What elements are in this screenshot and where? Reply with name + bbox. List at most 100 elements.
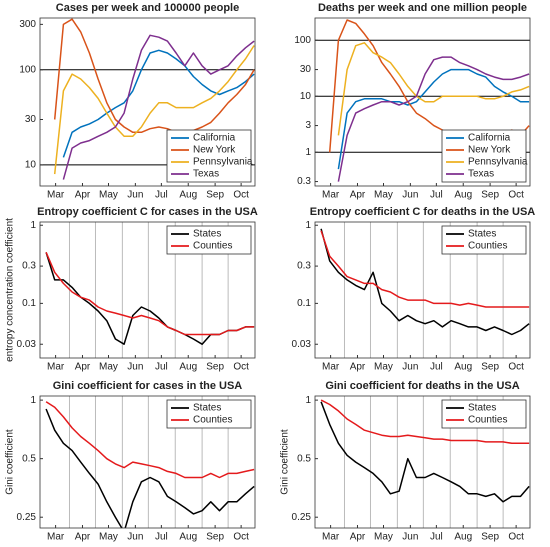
plot-lines (53, 18, 255, 180)
x-tick-label: Jun (402, 190, 418, 201)
legend-label: Counties (193, 241, 232, 252)
series-line (337, 56, 530, 182)
y-axis-label: Gini coefficient (5, 429, 16, 495)
chart-title: Entropy coefficient C for cases in the U… (37, 206, 258, 218)
x-tick-label: Aug (179, 532, 197, 543)
y-tick-label: 0.1 (297, 298, 311, 309)
plot-frame (39, 395, 256, 529)
series-line (320, 401, 530, 503)
x-tick-label: Aug (454, 532, 472, 543)
chart-panel: Gini coefficient for cases in the USA 0.2… (5, 380, 256, 543)
x-tick-label: May (99, 362, 118, 373)
y-tick-label: 3 (305, 120, 311, 131)
x-tick-label: Oct (233, 190, 249, 201)
x-tick-label: Oct (233, 532, 249, 543)
x-tick-label: Sep (206, 362, 224, 373)
y-tick-label: 0.3 (297, 261, 311, 272)
x-tick-label: Jul (430, 532, 443, 543)
y-tick-label: 0.1 (22, 298, 36, 309)
x-tick-label: May (99, 532, 118, 543)
x-tick-label: Sep (206, 532, 224, 543)
y-tick-label: 1 (30, 395, 36, 406)
legend-label: New York (193, 145, 236, 156)
y-tick-label: 1 (305, 395, 311, 406)
y-tick-label: 300 (19, 19, 36, 30)
series-line (320, 230, 530, 308)
legend-box (441, 399, 527, 429)
y-tick-label: 0.3 (297, 176, 311, 187)
chart-panel: Entropy coefficient C for cases in the U… (5, 206, 258, 373)
legend-label: States (468, 403, 496, 414)
chart-panel: Deaths per week and one million people 0.… (294, 2, 531, 201)
plot-lines (320, 228, 530, 336)
chart-panel: Entropy coefficient C for deaths in the … (292, 206, 536, 373)
y-tick-label: 30 (300, 64, 312, 75)
x-tick-label: Mar (47, 532, 65, 543)
plot-frame (314, 17, 531, 187)
x-tick-label: Mar (322, 532, 340, 543)
x-tick-label: Jul (155, 190, 168, 201)
legend-label: Counties (193, 415, 232, 426)
series-line (45, 252, 255, 336)
x-tick-label: Aug (454, 190, 472, 201)
x-tick-label: Oct (233, 362, 249, 373)
x-tick-label: Sep (206, 190, 224, 201)
series-line (53, 18, 255, 134)
y-tick-label: 1 (305, 147, 311, 158)
plot-frame (314, 395, 531, 529)
y-tick-label: 1 (305, 220, 311, 231)
x-tick-label: Oct (508, 190, 524, 201)
series-line (45, 401, 255, 479)
legend-label: California (468, 133, 511, 144)
x-tick-label: May (374, 532, 393, 543)
legend-box (166, 399, 252, 429)
chart-panel: Gini coefficient for deaths in the USA 0.… (280, 380, 531, 543)
x-tick-label: Aug (179, 190, 197, 201)
x-tick-label: Sep (481, 532, 499, 543)
x-tick-label: Mar (47, 362, 65, 373)
plot-frame (314, 221, 531, 359)
x-tick-label: Mar (322, 190, 340, 201)
y-tick-label: 10 (25, 160, 37, 171)
y-tick-label: 100 (19, 64, 36, 75)
legend-label: States (193, 403, 221, 414)
y-tick-label: 10 (300, 91, 312, 102)
x-tick-label: May (99, 190, 118, 201)
x-tick-label: Aug (454, 362, 472, 373)
legend-label: Counties (468, 415, 507, 426)
x-tick-label: Jun (402, 532, 418, 543)
x-tick-label: Jun (402, 362, 418, 373)
plot-frame (39, 17, 256, 187)
series-line (320, 399, 530, 445)
x-tick-label: Jul (430, 362, 443, 373)
y-tick-label: 30 (25, 114, 37, 125)
x-tick-label: Jun (127, 362, 143, 373)
legend-label: California (193, 133, 236, 144)
y-axis-label: Gini coefficient (280, 429, 291, 495)
chart-title: Cases per week and 100000 people (56, 2, 239, 14)
y-tick-label: 0.25 (292, 512, 312, 523)
y-tick-label: 0.3 (22, 261, 36, 272)
x-tick-label: Oct (508, 362, 524, 373)
y-tick-label: 1 (30, 220, 36, 231)
x-tick-label: Apr (350, 532, 366, 543)
legend-label: States (193, 229, 221, 240)
plot-lines (320, 399, 530, 503)
y-tick-label: 0.5 (297, 453, 311, 464)
x-tick-label: Apr (75, 532, 91, 543)
legend-label: Pennsylvania (193, 157, 253, 168)
series-line (62, 49, 255, 158)
x-tick-label: Jul (430, 190, 443, 201)
y-tick-label: 100 (294, 35, 311, 46)
legend-label: Counties (468, 241, 507, 252)
x-tick-label: Apr (350, 190, 366, 201)
x-tick-label: Apr (350, 362, 366, 373)
x-tick-label: Aug (179, 362, 197, 373)
x-tick-label: Sep (481, 190, 499, 201)
